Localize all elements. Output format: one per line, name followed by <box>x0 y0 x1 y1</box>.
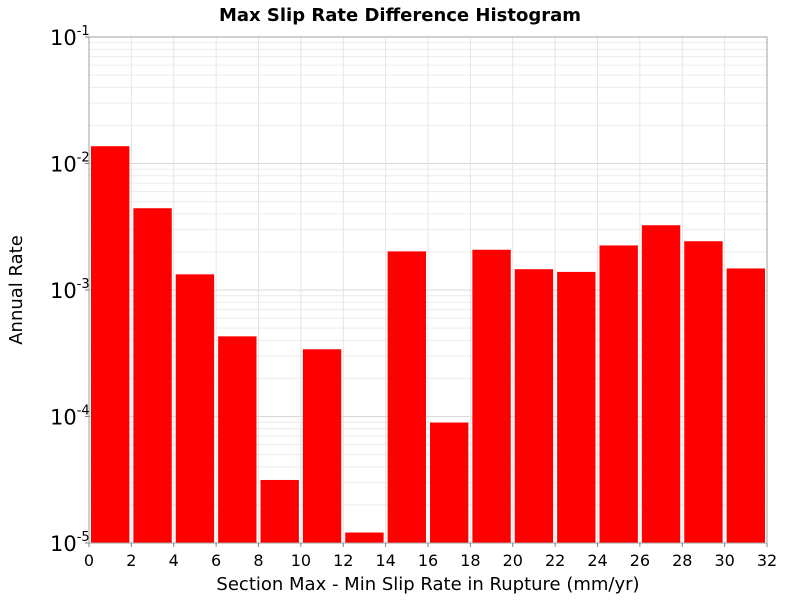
x-tick-label: 22 <box>545 551 565 570</box>
x-axis-label: Section Max - Min Slip Rate in Rupture (… <box>216 574 639 595</box>
y-axis-ticks: 10-5 10-4 10-3 10-2 10-1 <box>50 24 90 556</box>
y-tick-label: 10-4 <box>50 404 90 430</box>
y-tick-label: 10-3 <box>50 277 90 303</box>
histogram-bar <box>91 146 130 544</box>
x-tick-label: 30 <box>714 551 734 570</box>
histogram-bar <box>472 249 511 543</box>
x-tick-label: 2 <box>126 551 136 570</box>
x-tick-label: 16 <box>418 551 438 570</box>
x-tick-label: 6 <box>211 551 221 570</box>
x-tick-label: 0 <box>84 551 94 570</box>
histogram-bar <box>641 225 681 543</box>
x-tick-label: 12 <box>333 551 353 570</box>
histogram-bar <box>726 268 765 543</box>
histogram-bar <box>133 208 172 544</box>
histogram-bar <box>387 251 426 543</box>
x-tick-label: 8 <box>253 551 263 570</box>
x-tick-label: 26 <box>630 551 650 570</box>
y-tick-label: 10-5 <box>50 530 90 556</box>
x-tick-label: 24 <box>587 551 607 570</box>
x-tick-label: 32 <box>757 551 777 570</box>
x-tick-label: 28 <box>672 551 692 570</box>
y-tick-label: 10-2 <box>50 151 90 177</box>
histogram-bar <box>557 271 596 543</box>
histogram-bar <box>345 532 384 543</box>
histogram-bar <box>302 349 342 543</box>
chart-title: Max Slip Rate Difference Histogram <box>219 5 581 26</box>
y-axis-label: Annual Rate <box>6 235 27 345</box>
histogram-bar <box>260 479 299 543</box>
x-tick-label: 18 <box>460 551 480 570</box>
x-tick-label: 20 <box>503 551 523 570</box>
bars <box>91 146 765 544</box>
y-tick-label: 10-1 <box>50 24 90 50</box>
histogram-bar <box>218 336 257 543</box>
histogram-bar <box>514 269 554 543</box>
x-axis-ticks: 0 2 4 6 8 10 12 14 16 18 20 22 24 26 28 30 32 <box>84 543 777 570</box>
histogram-bar <box>430 422 469 543</box>
histogram-bar <box>175 274 215 543</box>
x-tick-label: 14 <box>375 551 395 570</box>
histogram-bar <box>599 245 638 543</box>
x-tick-label: 4 <box>169 551 179 570</box>
histogram-bar <box>684 241 723 543</box>
x-tick-label: 10 <box>291 551 311 570</box>
